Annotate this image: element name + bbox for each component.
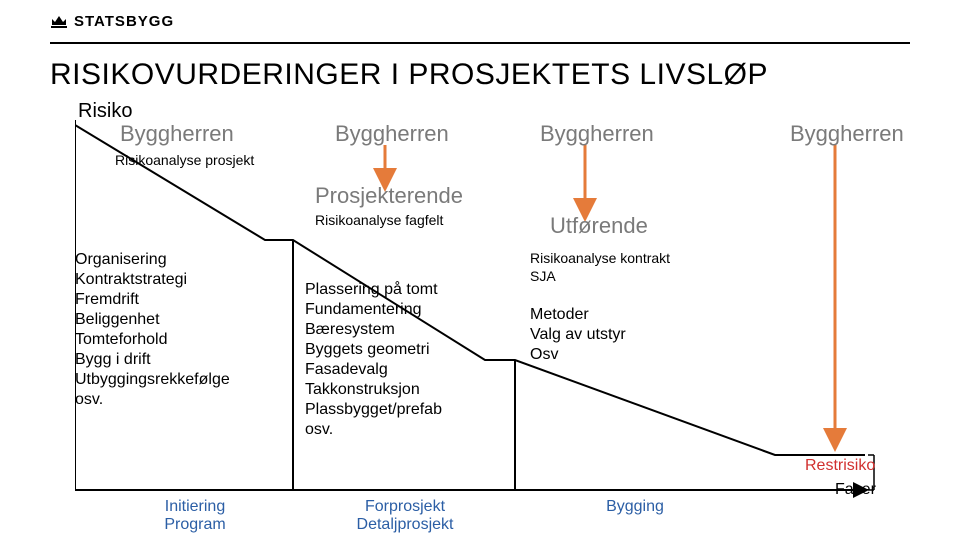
brand-logo: STATSBYGG: [50, 12, 174, 30]
header-utforende: Utførende: [550, 212, 648, 240]
list-col1: Organisering Kontraktstrategi Fremdrift …: [75, 250, 230, 410]
risk-diagram: Byggherren Byggherren Byggherren Byggher…: [75, 120, 885, 510]
phase-label-1: Initiering Program: [135, 498, 255, 534]
x-axis-label-faser: Faser: [835, 480, 876, 500]
phase-label-2: Forprosjekt Detaljprosjekt: [335, 498, 475, 534]
brand-name: STATSBYGG: [74, 13, 174, 30]
header-byggherren-1: Byggherren: [120, 120, 234, 148]
header-byggherren-2: Byggherren: [335, 120, 449, 148]
header-byggherren-4: Byggherren: [790, 120, 904, 148]
header-byggherren-3: Byggherren: [540, 120, 654, 148]
phase-label-3: Bygging: [575, 498, 695, 516]
list-col2: Plassering på tomt Fundamentering Bæresy…: [305, 280, 442, 440]
crown-icon: [50, 12, 68, 30]
sub-risiko-kontrakt: Risikoanalyse kontrakt SJA: [530, 250, 670, 285]
list-col3: Metoder Valg av utstyr Osv: [530, 305, 626, 365]
label-restrisiko: Restrisiko: [805, 456, 875, 476]
header-prosjekterende: Prosjekterende: [315, 182, 463, 210]
sub-risiko-fagfelt: Risikoanalyse fagfelt: [315, 212, 443, 230]
header-rule: [50, 42, 910, 44]
sub-risiko-prosjekt: Risikoanalyse prosjekt: [115, 152, 254, 170]
page-title: RISIKOVURDERINGER I PROSJEKTETS LIVSLØP: [50, 58, 768, 92]
